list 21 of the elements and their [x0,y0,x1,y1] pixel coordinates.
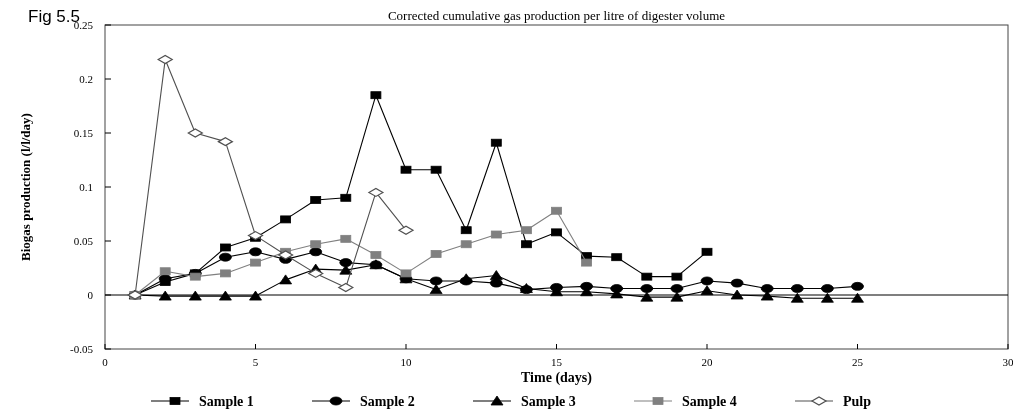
legend-label: Sample 1 [199,394,254,409]
x-tick-label: 5 [252,356,259,368]
y-tick-label: 0.05 [73,235,94,247]
legend-label: Sample 4 [682,394,737,409]
legend-label: Sample 2 [360,394,415,409]
x-tick-label: 15 [551,356,563,368]
x-axis-title: Time (days) [521,370,593,386]
y-axis-title: Biogas production (l/l/day) [18,113,33,261]
x-tick-label: 25 [852,356,864,368]
y-tick-label: 0.2 [79,73,93,85]
x-tick-label: 30 [1002,356,1014,368]
y-tick-label: 0 [87,289,94,301]
x-tick-label: 20 [701,356,713,368]
y-tick-label: 0.15 [73,127,94,139]
y-tick-label: 0.1 [79,181,93,193]
legend-label: Sample 3 [521,394,576,409]
x-tick-label: 10 [400,356,412,368]
y-tick-label: -0.05 [70,343,94,355]
chart-title: Corrected cumulative gas production per litre of digester volume [387,8,726,23]
x-tick-label: 0 [102,356,109,368]
legend-label: Pulp [843,394,872,409]
